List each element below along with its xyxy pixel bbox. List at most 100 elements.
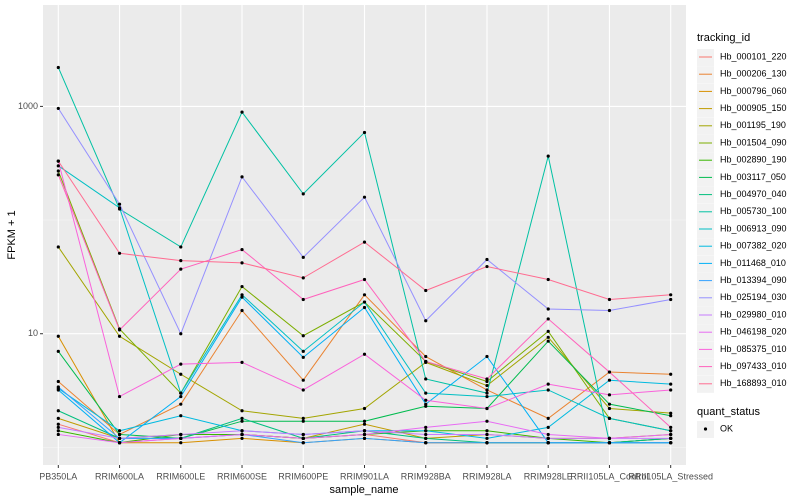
point [669,411,673,415]
point [240,409,244,413]
x-tick-label: RRIM600PE [278,471,328,481]
point [117,251,122,255]
point [117,432,122,437]
point [485,379,489,384]
point [485,429,489,433]
point [546,441,550,445]
point [240,416,244,420]
point [117,436,122,440]
x-tick-label: RRIM928LE [524,471,573,481]
point [56,432,60,437]
legend-label: Hb_004970_040 [720,189,787,199]
point [362,419,367,423]
point [546,329,550,333]
point [301,419,305,423]
point [56,422,60,426]
point [546,416,550,420]
point [546,277,550,282]
point [424,425,428,429]
legend-label: Hb_002890_190 [720,155,787,165]
point [485,441,489,445]
legend-label: Hb_085375_010 [720,344,787,354]
point [362,240,367,244]
point [607,441,612,445]
point [301,192,305,196]
point [362,130,367,135]
legend-label: Hb_001504_090 [720,137,787,147]
point [669,372,673,376]
legend-label: Hb_001195_190 [720,120,786,130]
point [179,414,183,418]
point [669,293,673,297]
point [669,414,673,418]
point [179,267,183,271]
point [485,432,489,437]
point [301,436,305,440]
x-tick-label: PB350LA [39,471,77,481]
point [179,436,183,440]
point [607,402,612,406]
point [362,406,367,411]
legend-label: Hb_006913_090 [720,223,787,233]
point [485,391,489,395]
point [424,429,428,433]
point [607,297,612,302]
legend-label: Hb_007382_020 [720,241,787,251]
point [607,406,612,411]
point [362,432,367,437]
legend-label: Hb_025194_030 [720,292,787,302]
point [56,164,60,168]
point [424,391,428,395]
point [485,257,489,262]
legend-title: quant_status [697,406,760,418]
point [362,436,367,440]
point [424,432,428,437]
point [669,441,673,445]
point [607,378,612,382]
point [546,307,550,311]
point [240,175,244,179]
point [546,154,550,158]
point [546,436,550,440]
point [240,247,244,252]
point [669,297,673,302]
point [56,349,60,353]
point [669,432,673,437]
point [240,432,244,437]
point [669,382,673,386]
x-tick-label: RRIM600SE [217,471,267,481]
point [424,319,428,323]
point [240,436,244,440]
point [546,425,550,429]
x-tick-label: RRIM901LA [340,471,389,481]
point [56,416,60,420]
point [362,300,367,304]
point [485,383,489,388]
point [179,332,183,336]
point [56,334,60,338]
point [424,402,428,406]
point [56,409,60,413]
point [362,277,367,282]
point [669,388,673,392]
point [56,429,60,433]
point [179,245,183,249]
x-tick-label: RRIM600LA [95,471,144,481]
point [301,255,305,259]
point [56,379,60,384]
point [607,308,612,313]
point [301,416,305,420]
point [301,276,305,280]
x-tick-label: RRIM928BA [401,471,451,481]
point [485,406,489,411]
point [179,258,183,263]
point [240,295,244,299]
point [362,429,367,433]
legend-label: Hb_029980_010 [720,309,787,319]
point [301,334,305,338]
legend-point [703,427,708,431]
point [362,195,367,199]
point [56,173,60,177]
point [117,328,122,332]
